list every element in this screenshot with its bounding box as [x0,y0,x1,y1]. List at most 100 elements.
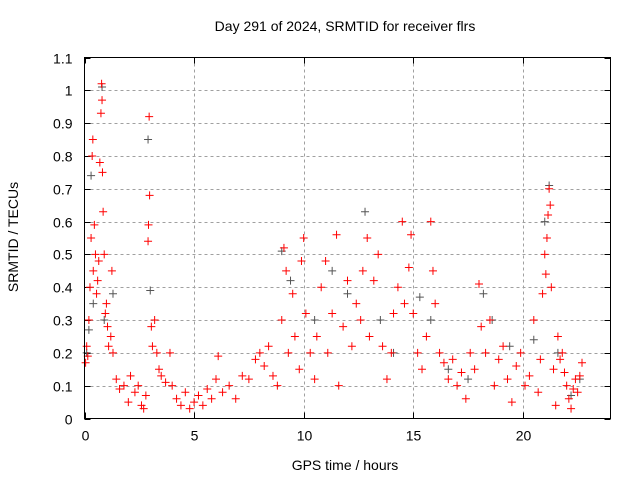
data-point [347,342,356,351]
data-point [176,401,185,410]
data-point [139,404,148,413]
data-point [428,266,437,275]
data-point [453,381,462,390]
y-tick-label: 0.2 [53,346,73,362]
data-point [573,388,582,397]
data-point [102,299,111,308]
data-point [356,316,365,325]
data-point [567,404,576,413]
y-tick-label: 1 [65,83,73,99]
data-point [479,289,488,298]
data-point [369,276,378,285]
data-point [407,230,416,239]
data-point [91,250,100,259]
x-axis-label: GPS time / hours [292,457,399,473]
data-point [277,316,286,325]
data-point [290,332,299,341]
data-point [238,371,247,380]
data-point [569,384,578,393]
y-tick-label: 0.6 [53,215,73,231]
data-point [461,394,470,403]
data-point [181,388,190,397]
data-point [525,371,534,380]
data-point [387,348,396,357]
data-point [343,289,352,298]
data-point [141,391,150,400]
data-point [260,361,269,370]
data-point [317,283,326,292]
data-point [534,388,543,397]
data-point [541,270,550,279]
data-point [448,355,457,364]
data-point [310,375,319,384]
data-point [87,171,96,180]
data-point [88,151,97,160]
plot-frame [84,57,611,419]
data-point [130,388,139,397]
data-point [284,348,293,357]
data-point [155,365,164,374]
data-point [409,309,418,318]
data-point [352,299,361,308]
data-point [578,358,587,367]
data-point [297,256,306,265]
data-point [485,316,494,325]
y-tick-label: 0.9 [53,116,73,132]
data-point [104,342,113,351]
y-axis-label: SRMTID / TECUs [5,182,21,292]
data-point [358,266,367,275]
data-point [251,355,260,364]
data-point [134,381,143,390]
data-point [87,234,96,242]
data-point [529,335,538,344]
data-point [146,286,155,295]
y-tick-label: 0.1 [53,379,73,395]
data-point [398,217,407,226]
data-point [332,230,341,239]
data-point [165,348,174,357]
y-tick-label: 0.5 [53,247,73,263]
data-point [464,375,473,384]
data-point [157,371,166,380]
data-point [551,401,560,410]
data-point [378,342,387,351]
data-point [547,283,556,292]
x-tick-label: 15 [406,428,422,444]
data-point [439,358,448,367]
y-tick-label: 0.4 [53,280,73,296]
data-point [400,299,409,308]
y-tick-label: 0 [65,412,73,428]
data-point [108,289,117,298]
data-point [84,316,93,325]
data-point [422,332,431,341]
data-point [264,342,273,351]
data-point [571,375,580,384]
data-point [475,279,483,288]
data-point [244,375,253,384]
data-point [185,404,194,413]
data-point [295,365,304,374]
data-point [144,135,153,144]
data-point [150,316,159,325]
data-point [426,316,435,325]
data-point [306,348,315,357]
data-point [312,332,321,341]
x-tick-label: 0 [82,428,90,444]
data-point [194,391,203,400]
data-point [507,398,516,407]
data-point [95,158,104,167]
data-point [103,322,112,331]
data-point [457,368,466,377]
data-point [481,348,490,357]
data-point [556,355,565,364]
data-point [288,289,297,298]
data-point [94,256,103,265]
data-point [97,79,106,88]
data-point [299,234,308,242]
data-point [148,342,157,351]
data-point [382,375,391,384]
data-point [100,250,109,259]
data-point [282,266,291,275]
data-point [106,332,115,341]
data-point [145,112,154,121]
